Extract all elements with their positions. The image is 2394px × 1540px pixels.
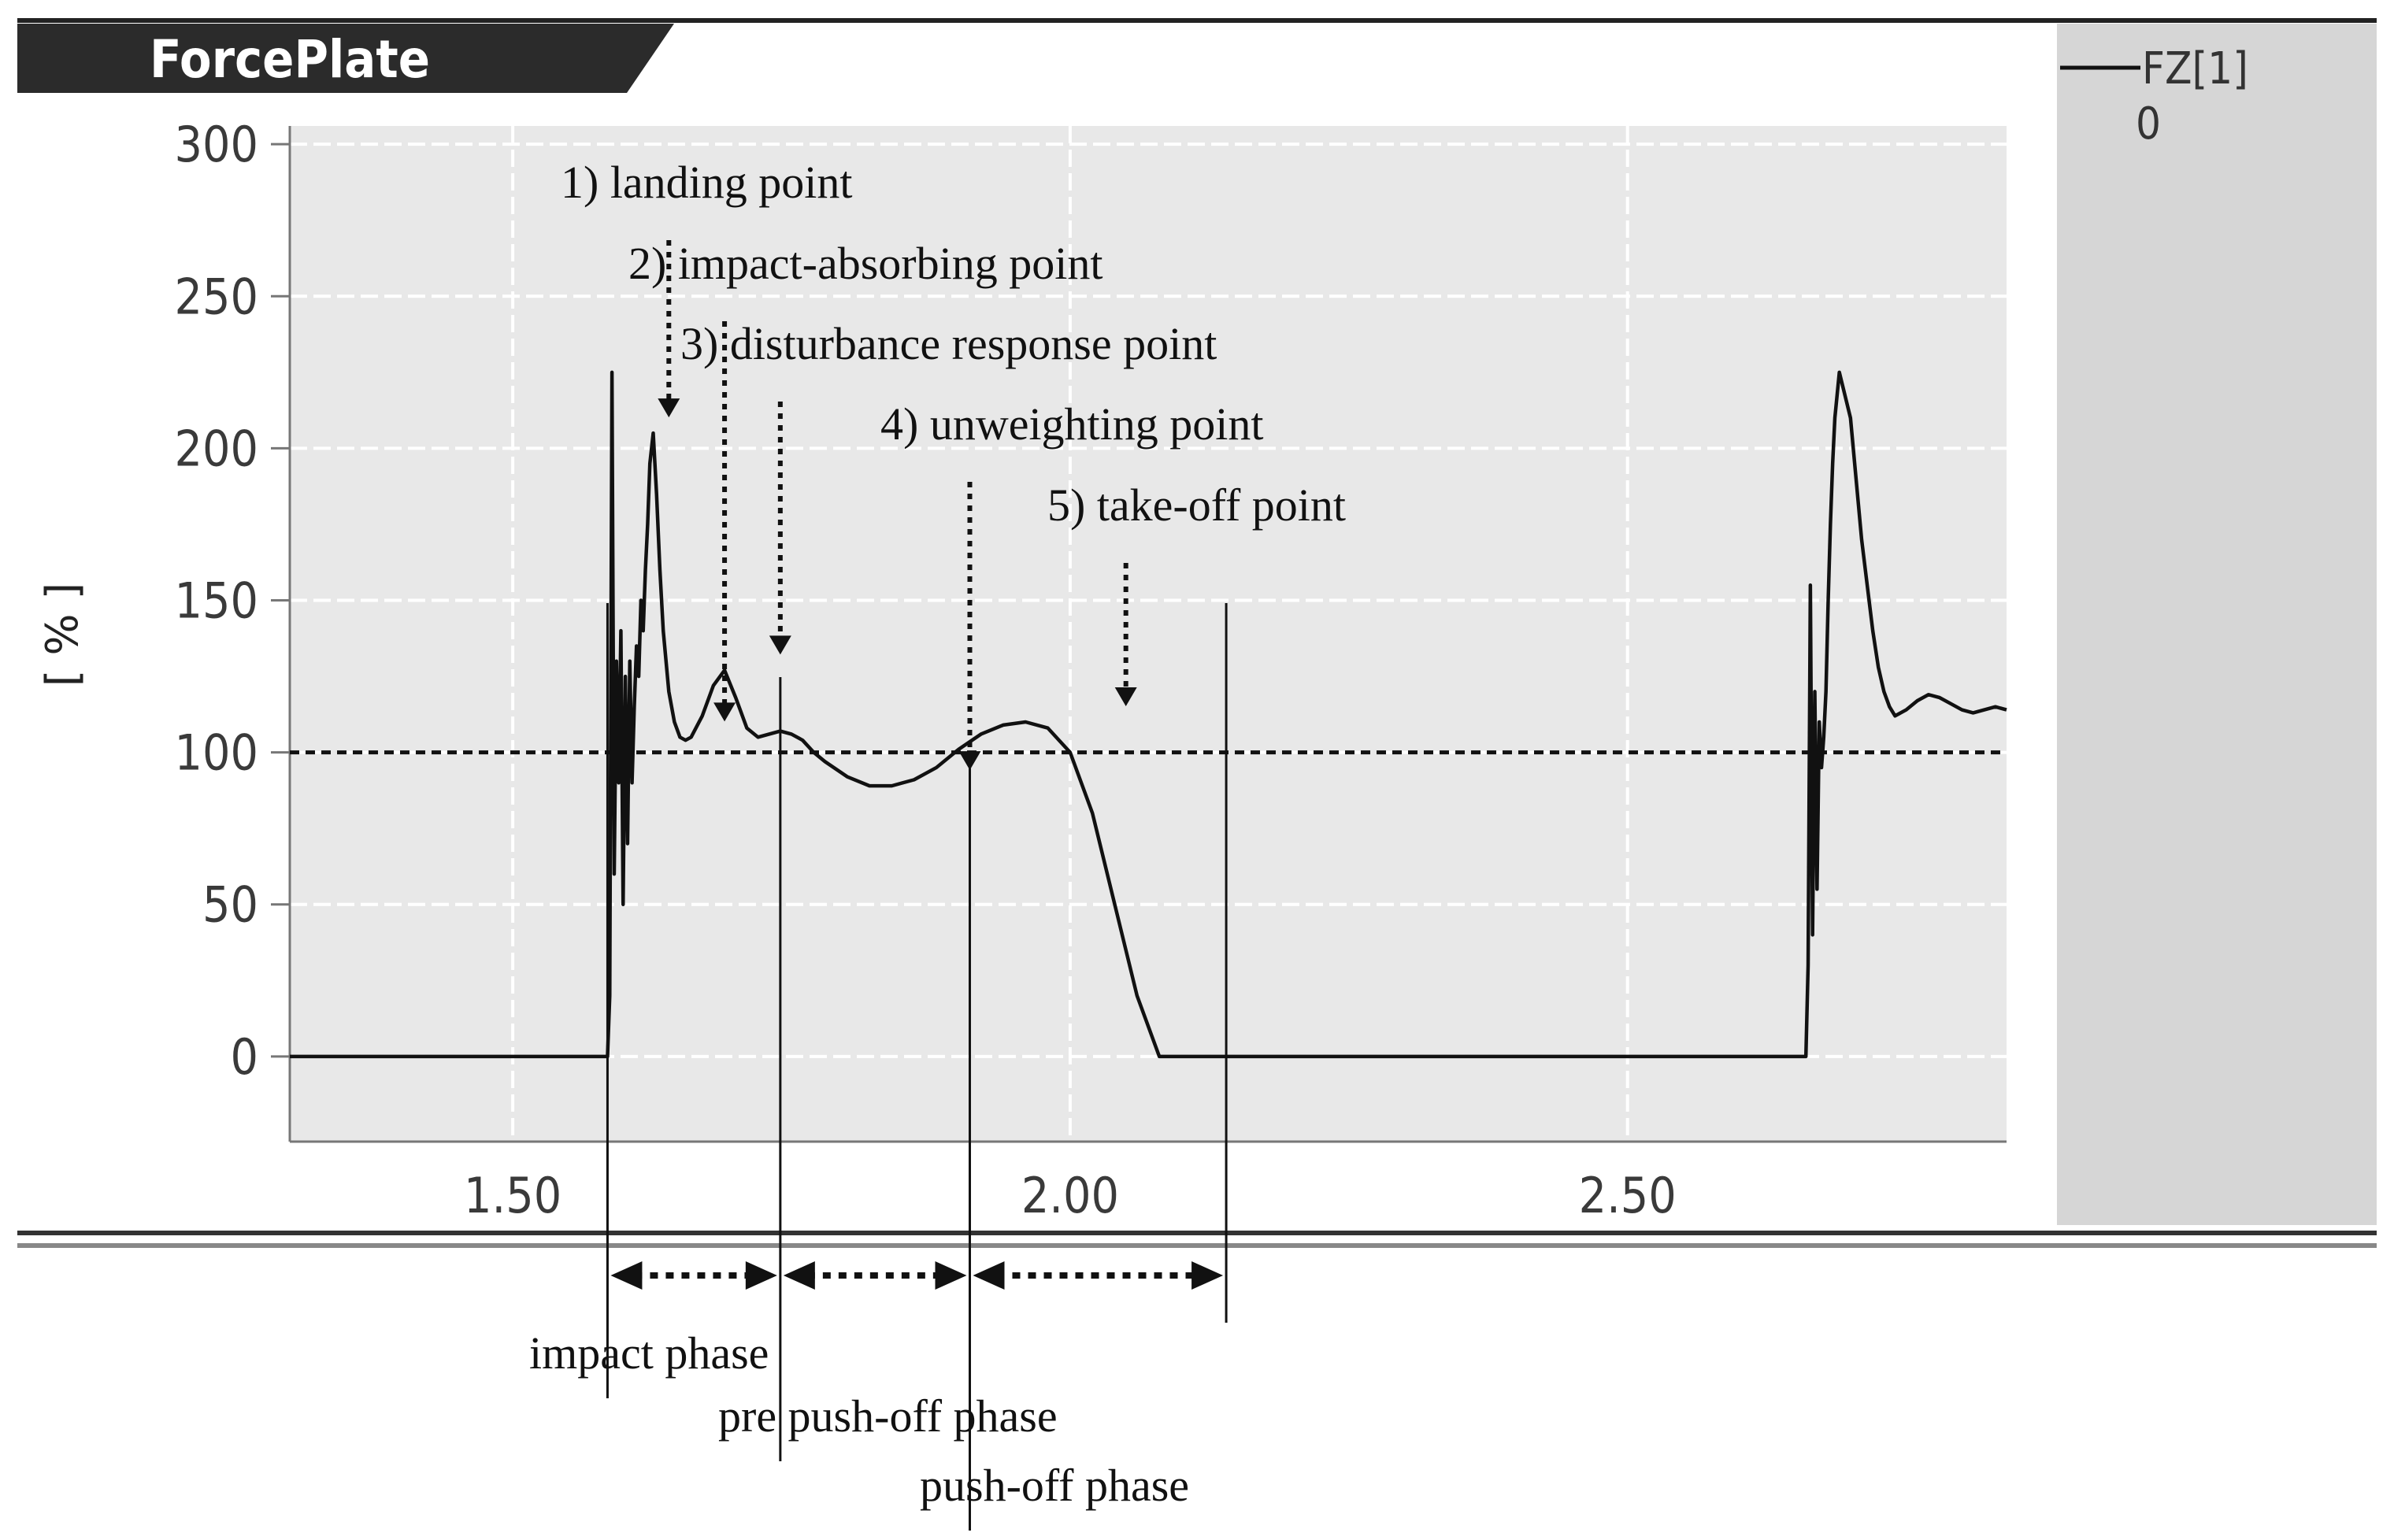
y-tick-label: 150	[175, 572, 258, 630]
y-tick-label: 200	[175, 420, 258, 477]
y-tick-label: 250	[175, 268, 258, 325]
x-tick-label: 1.50	[464, 1167, 561, 1224]
y-axis: 0 50 100 150 200 250 300	[175, 116, 291, 1142]
phase-label: impact phase	[529, 1327, 769, 1379]
legend-series-value: 0	[2136, 98, 2161, 150]
phase-arrowhead-left	[610, 1261, 643, 1290]
phase-arrowhead-left	[973, 1261, 1005, 1290]
plot-area	[290, 126, 2007, 1142]
panel-title: ForcePlate	[150, 29, 430, 90]
annotation-label: 1) landing point	[561, 157, 853, 208]
annotation-arrowhead	[1114, 687, 1137, 707]
title-tab	[17, 24, 674, 93]
annotation-arrowhead	[713, 702, 736, 722]
phases: impact phase pre push-off phase push-off p…	[529, 603, 1228, 1531]
phase-arrowhead-right	[745, 1261, 777, 1290]
legend-series-label: FZ[1]	[2142, 43, 2248, 94]
annotation-label: 4) unweighting point	[880, 398, 1264, 450]
legend-panel	[2057, 24, 2377, 1225]
y-tick-label: 100	[175, 724, 258, 782]
phase-arrowhead-left	[783, 1261, 815, 1290]
y-tick-label: 50	[202, 876, 258, 934]
x-axis: 1.50 2.00 2.50	[290, 1140, 2007, 1224]
annotation-label: 2) impact-absorbing point	[628, 238, 1102, 289]
annotation-arrowhead	[769, 635, 791, 655]
grid-lines	[290, 126, 2007, 1142]
annotation-label: 3) disturbance response point	[680, 318, 1217, 369]
y-axis-label: [ % ]	[37, 583, 88, 687]
x-tick-label: 2.00	[1021, 1167, 1119, 1224]
y-tick-label: 0	[231, 1028, 258, 1086]
annotations: 1) landing point 2) impact-absorbing poin…	[561, 157, 1346, 771]
phase-label: push-off phase	[920, 1460, 1189, 1511]
y-tick-label: 300	[175, 116, 258, 173]
phase-label: pre push-off phase	[718, 1390, 1058, 1442]
annotation-arrowhead	[658, 398, 680, 418]
series-line-fz1	[290, 370, 2007, 1059]
phase-arrowhead-right	[935, 1261, 967, 1290]
annotation-label: 5) take-off point	[1047, 479, 1346, 531]
phase-arrowhead-right	[1191, 1261, 1224, 1290]
x-tick-label: 2.50	[1579, 1167, 1677, 1224]
